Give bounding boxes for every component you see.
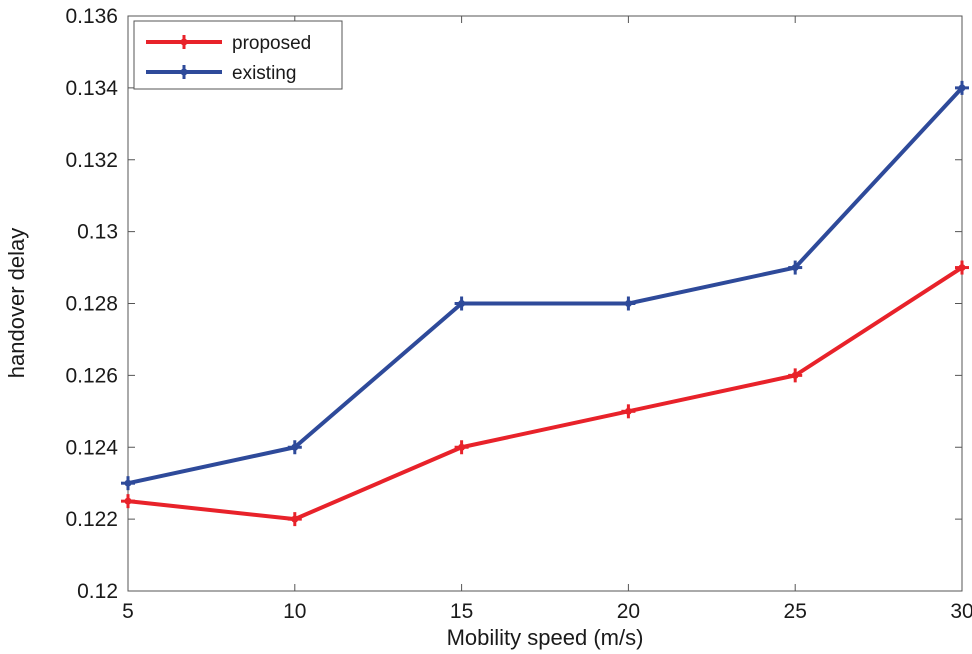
data-point-existing [121,476,135,491]
x-tick-label: 30 [950,600,972,623]
series-existing [121,80,969,491]
data-point-proposed [788,368,803,383]
series-proposed [121,260,969,527]
x-tick-label: 15 [450,600,473,623]
x-axis-title: Mobility speed (m/s) [447,625,644,650]
legend: proposed existing [133,20,343,90]
data-point-proposed [955,260,969,275]
marker-dot [458,300,466,307]
y-axis-title: handover delay [4,228,29,378]
marker-dot [180,68,188,76]
data-point-proposed [454,440,469,455]
data-point-existing [955,80,969,95]
series-line-existing [127,86,964,486]
marker-dot [624,300,632,307]
x-tick-label: 25 [784,600,807,623]
marker-dot [124,479,132,487]
data-point-existing [621,296,636,311]
marker-dot [958,84,966,92]
data-point-existing [788,260,803,275]
y-tick-label: 0.128 [65,293,118,316]
legend-marker [177,65,191,79]
legend-box [133,20,343,90]
series-line-proposed [127,265,964,522]
marker-dot [958,264,966,272]
data-point-proposed [621,404,636,419]
legend-entry-existing: existing [146,63,296,84]
data-point-existing [454,296,469,311]
axis-ticks: 5 10 15 20 25 30 0.12 0.122 0.124 0.126 0.128 0.13 0… [65,5,972,623]
marker-dot [791,371,799,379]
legend-label: existing [232,63,296,84]
y-tick-label: 0.136 [65,5,118,28]
y-tick-label: 0.132 [65,149,118,172]
y-tick-label: 0.13 [77,221,118,244]
x-tick-label: 10 [283,600,306,623]
marker-dot [791,264,799,272]
legend-entry-proposed: proposed [146,33,311,54]
x-tick-label: 20 [617,600,640,623]
data-point-proposed [287,512,302,527]
x-tick-label: 5 [122,600,134,623]
legend-marker [177,35,191,49]
marker-dot [180,38,188,46]
marker-dot [624,407,632,415]
marker-dot [291,443,299,451]
marker-dot [124,497,132,505]
marker-dot [458,443,466,451]
y-tick-label: 0.124 [65,436,118,459]
series-layer [121,80,969,527]
y-tick-label: 0.12 [77,580,118,603]
y-tick-label: 0.122 [65,508,118,531]
data-point-proposed [121,494,135,509]
marker-dot [291,515,299,523]
y-tick-label: 0.134 [65,77,118,100]
legend-label: proposed [232,33,311,54]
data-point-existing [287,440,302,455]
y-tick-label: 0.126 [65,364,118,387]
